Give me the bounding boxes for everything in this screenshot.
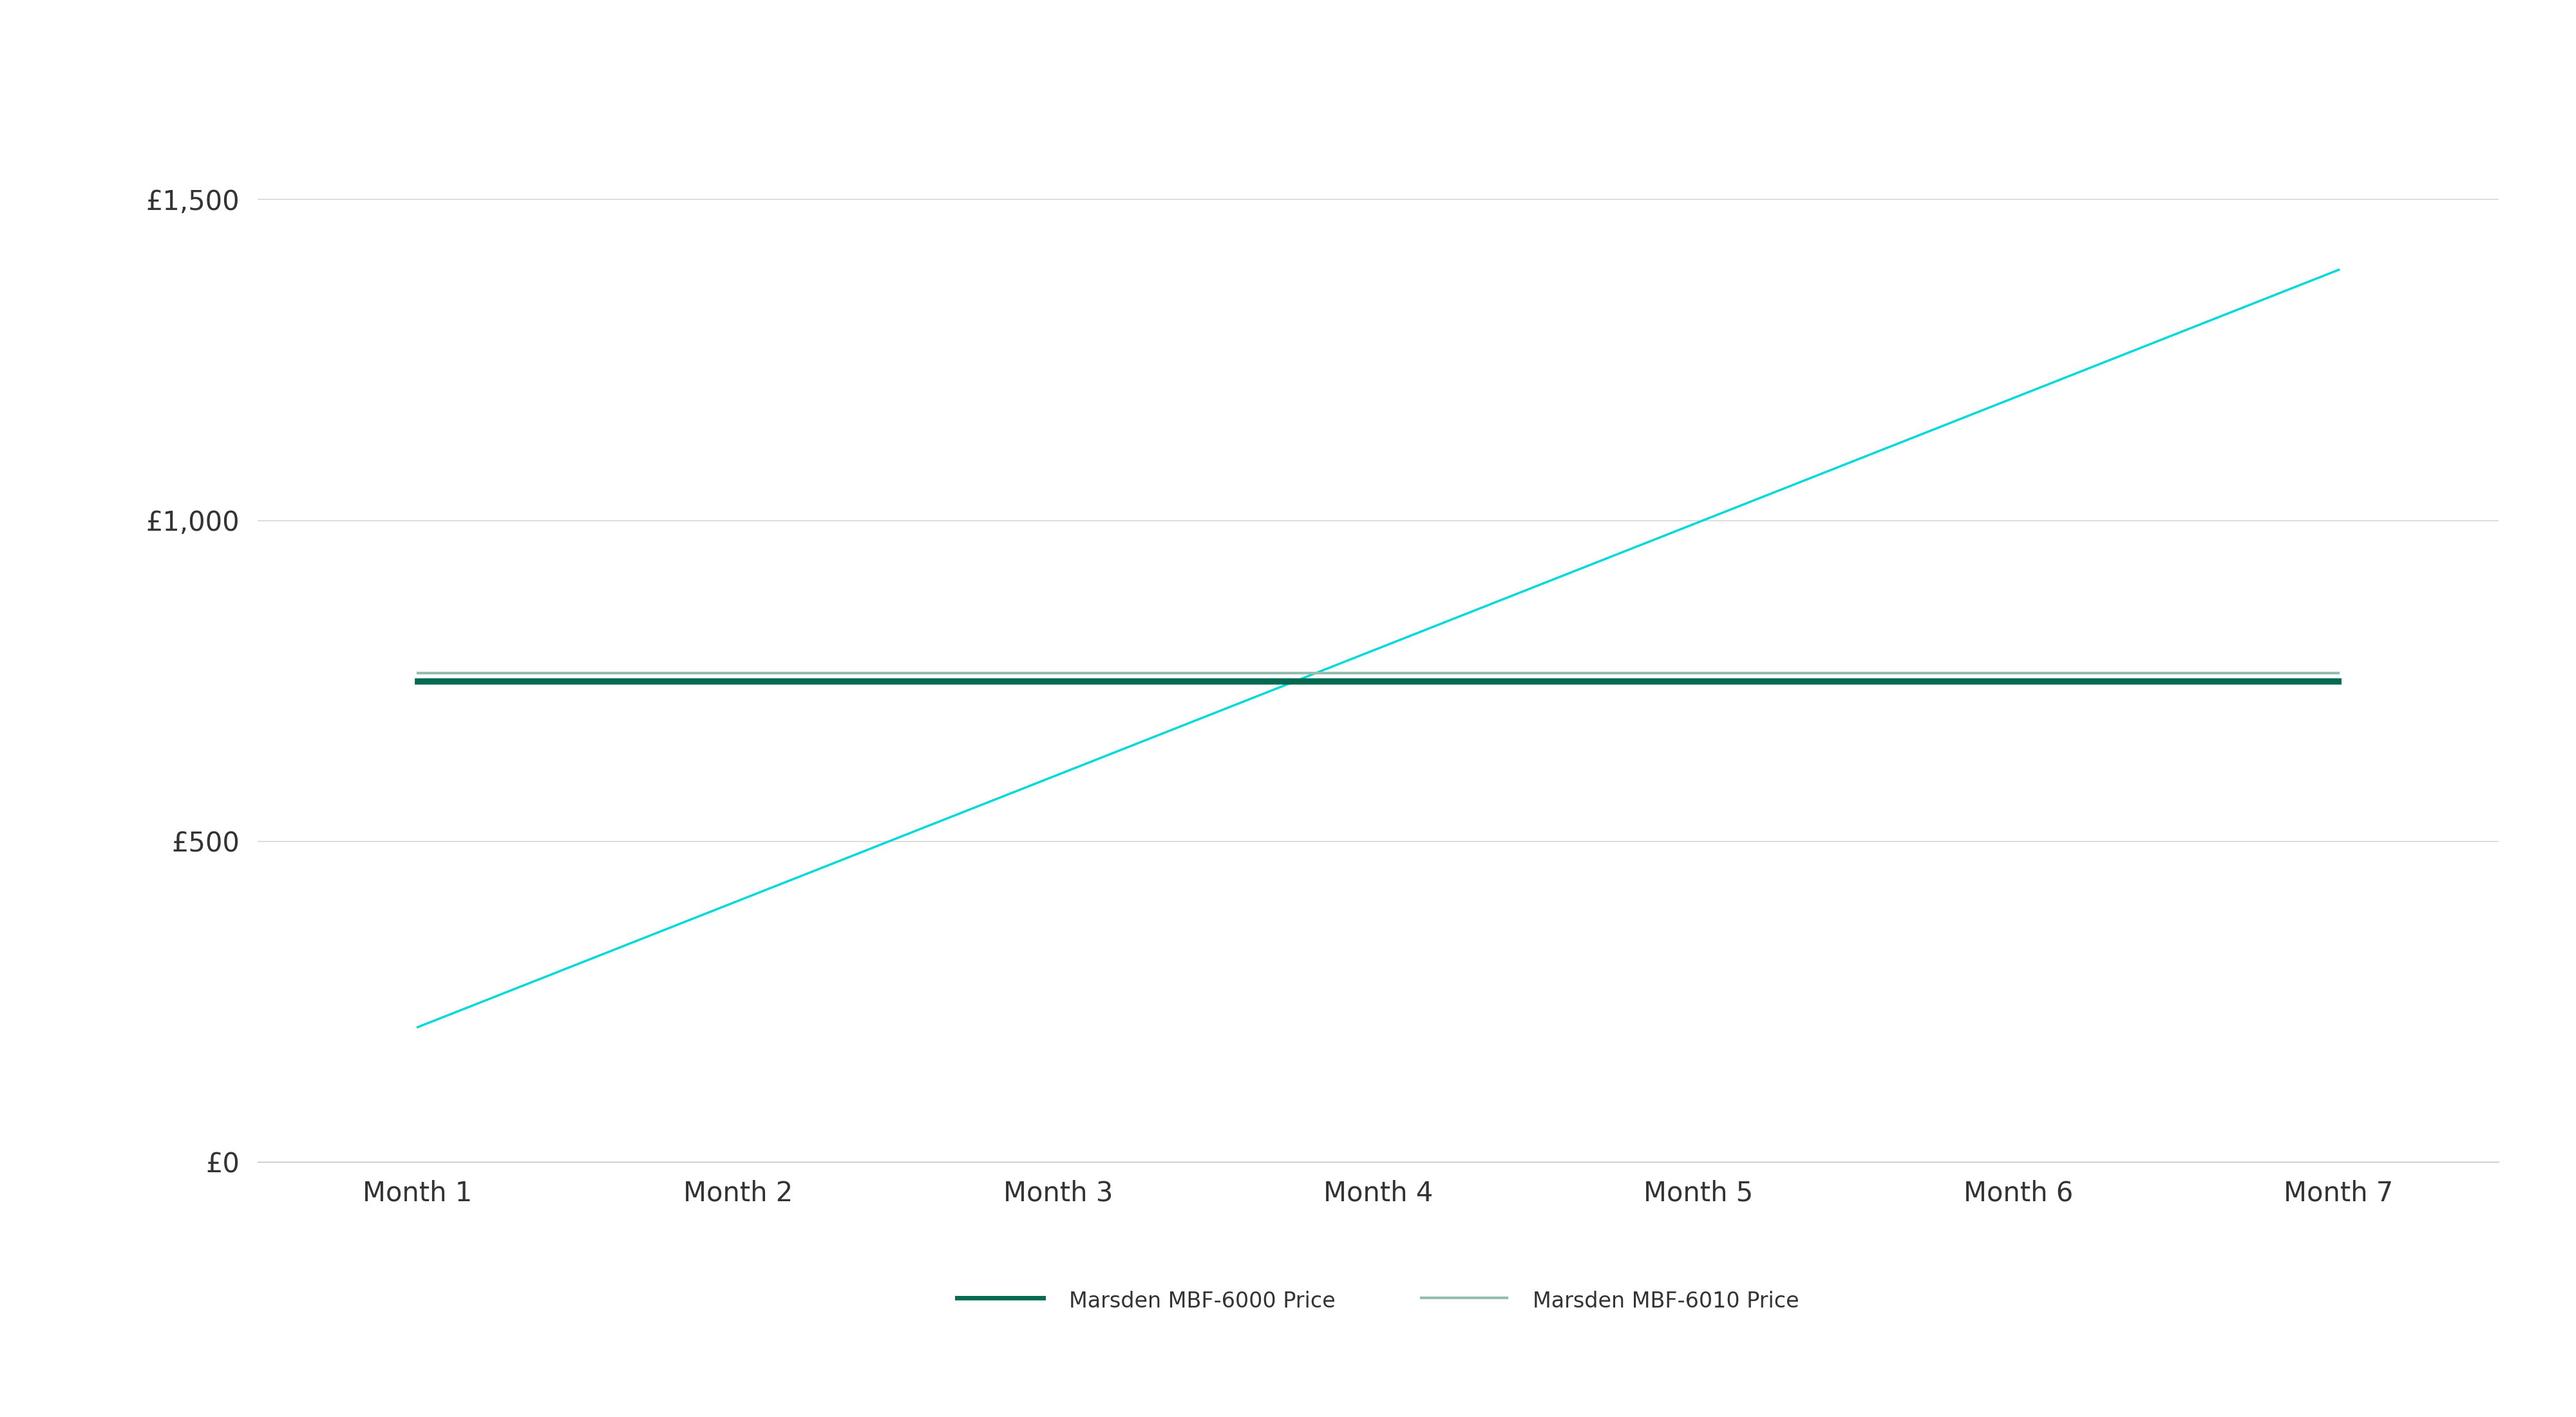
Legend: Marsden MBF-6000 Price, Marsden MBF-6010 Price: Marsden MBF-6000 Price, Marsden MBF-6010… [948,1281,1808,1321]
